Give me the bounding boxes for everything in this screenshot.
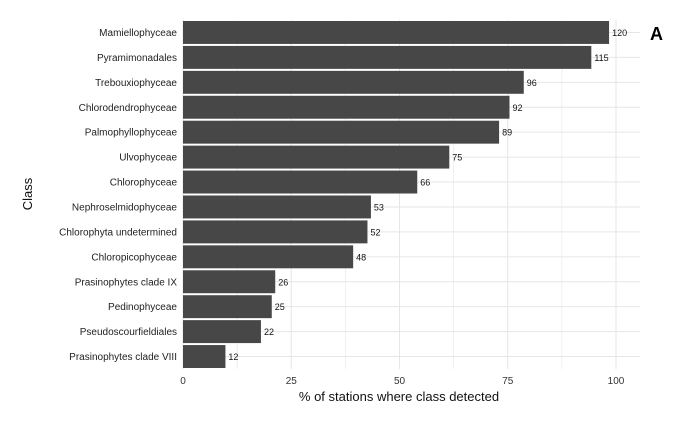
- x-tick-label: 75: [502, 376, 514, 387]
- data-labels: 120 115 96 92 89 75 66 53 52 48 26 25 22 12: [228, 28, 627, 362]
- data-label: 12: [228, 352, 238, 362]
- panel-tag: A: [650, 24, 663, 44]
- bar: [183, 120, 500, 144]
- category-label: Chlorophyta undetermined: [59, 227, 177, 238]
- category-label: Prasinophytes clade VIII: [69, 352, 177, 363]
- category-label: Chlorodendrophyceae: [79, 103, 178, 114]
- category-label: Prasinophytes clade IX: [75, 277, 178, 288]
- category-label: Pyramimonadales: [97, 53, 177, 64]
- bar: [183, 245, 354, 269]
- category-label: Chloropicophyceae: [91, 252, 177, 263]
- bar: [183, 270, 276, 294]
- category-label: Trebouxiophyceae: [95, 78, 177, 89]
- bar: [183, 320, 261, 344]
- data-label: 120: [612, 28, 627, 38]
- x-tick-label: 100: [608, 376, 625, 387]
- data-label: 92: [512, 103, 522, 113]
- y-axis-title: Class: [20, 177, 35, 210]
- bar: [183, 70, 524, 94]
- data-label: 25: [275, 302, 285, 312]
- x-tick-labels: 0 25 50 75 100: [180, 376, 625, 387]
- bar: [183, 295, 272, 319]
- category-label: Mamiellophyceae: [99, 28, 177, 39]
- category-labels: Mamiellophyceae Pyramimonadales Trebouxiop…: [59, 28, 177, 363]
- bar: [183, 345, 226, 369]
- data-label: 26: [278, 277, 288, 287]
- data-label: 89: [502, 128, 512, 138]
- category-label: Pedinophyceae: [108, 302, 177, 313]
- category-label: Ulvophyceae: [119, 153, 177, 164]
- category-label: Nephroselmidophyceae: [72, 202, 178, 213]
- data-label: 96: [527, 78, 537, 88]
- category-label: Pseudoscourfieldiales: [80, 327, 177, 338]
- bar: [183, 45, 592, 69]
- data-label: 66: [420, 178, 430, 188]
- data-label: 53: [374, 202, 384, 212]
- bars: [183, 20, 610, 369]
- category-label: Chlorophyceae: [110, 178, 178, 189]
- x-axis-title: % of stations where class detected: [299, 389, 499, 404]
- bar: [183, 20, 610, 44]
- bar: [183, 145, 450, 169]
- bar: [183, 220, 368, 244]
- bar: [183, 170, 418, 194]
- x-tick-label: 0: [180, 376, 186, 387]
- x-tick-label: 50: [394, 376, 406, 387]
- data-label: 48: [356, 252, 366, 262]
- bar: [183, 195, 371, 219]
- bar: [183, 95, 510, 119]
- category-label: Palmophyllophyceae: [85, 128, 178, 139]
- data-label: 52: [370, 227, 380, 237]
- x-tick-label: 25: [286, 376, 298, 387]
- data-label: 115: [594, 53, 608, 63]
- data-label: 75: [452, 153, 462, 163]
- data-label: 22: [264, 327, 274, 337]
